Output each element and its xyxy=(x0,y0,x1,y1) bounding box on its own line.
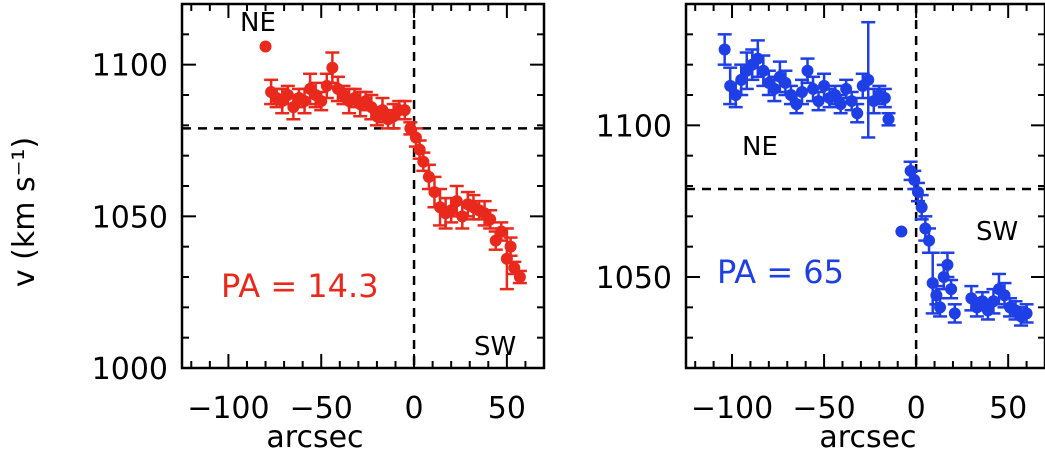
left-data-point xyxy=(260,40,272,52)
right-pa-label: PA = 65 xyxy=(717,253,844,291)
left-point-marker xyxy=(514,271,526,283)
left-ne-label: NE xyxy=(240,8,276,38)
right-point-marker xyxy=(862,74,874,86)
left-point-marker xyxy=(260,40,272,52)
left-x-tick-label: 50 xyxy=(488,391,526,426)
right-point-marker xyxy=(796,86,808,98)
right-data-point xyxy=(895,226,907,238)
right-x-tick-label: 50 xyxy=(989,391,1027,426)
right-y-tick-label: 1100 xyxy=(596,109,672,144)
right-point-marker xyxy=(923,235,935,247)
left-y-tick-label: 1050 xyxy=(92,200,168,235)
right-point-marker xyxy=(851,107,863,119)
right-point-marker xyxy=(941,259,953,271)
right-point-marker xyxy=(895,226,907,238)
right-data-point xyxy=(944,280,958,298)
right-y-tick-label: 1050 xyxy=(596,261,672,296)
right-point-marker xyxy=(719,44,731,56)
left-pa-label: PA = 14.3 xyxy=(221,267,379,305)
right-point-marker xyxy=(1021,307,1033,319)
right-x-tick-label: −100 xyxy=(691,391,773,426)
right-data-point xyxy=(882,113,896,125)
left-x-tick-label: 0 xyxy=(405,391,424,426)
y-axis-title: v (km s⁻¹) xyxy=(7,137,42,287)
right-point-marker xyxy=(879,92,891,104)
left-point-marker xyxy=(326,62,338,74)
right-data-point xyxy=(861,22,875,137)
left-point-marker xyxy=(399,104,411,116)
right-point-marker xyxy=(945,283,957,295)
left-marks xyxy=(182,4,544,368)
right-point-marker xyxy=(934,301,946,313)
right-point-marker xyxy=(916,201,928,213)
right-ne-label: NE xyxy=(742,132,778,162)
right-marks xyxy=(686,4,1045,368)
right-data-point xyxy=(948,304,962,322)
left-x-axis-title: arcsec xyxy=(266,420,363,455)
left-y-tick-label: 1000 xyxy=(92,352,168,387)
right-point-marker xyxy=(949,307,961,319)
right-point-marker xyxy=(802,65,814,77)
left-y-tick-label: 1100 xyxy=(92,49,168,84)
left-plot-frame xyxy=(182,4,544,368)
left-sw-label: SW xyxy=(474,332,516,362)
right-point-marker xyxy=(835,98,847,110)
right-x-axis-title: arcsec xyxy=(819,420,916,455)
right-data-point xyxy=(718,34,732,64)
left-x-tick-label: −100 xyxy=(187,391,269,426)
right-point-marker xyxy=(883,113,895,125)
right-sw-label: SW xyxy=(976,217,1018,247)
left-point-marker xyxy=(505,241,517,253)
left-ticks xyxy=(182,4,544,368)
